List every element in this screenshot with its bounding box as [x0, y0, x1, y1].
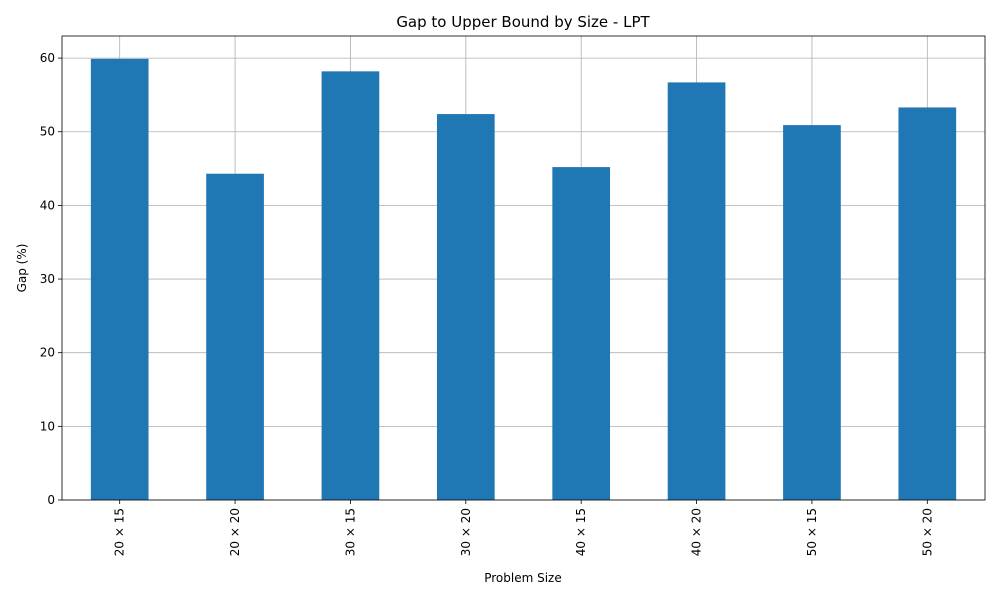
- bar: [898, 107, 957, 500]
- y-axis-label: Gap (%): [15, 244, 29, 293]
- x-tick-label: 40 × 15: [574, 508, 588, 556]
- x-axis-ticks: 20 × 15 20 × 20 30 × 15 30 × 20 40 × 15 40 × …: [113, 500, 934, 556]
- x-tick-label: 50 × 15: [805, 508, 819, 556]
- y-tick-label: 40: [40, 198, 55, 212]
- plot-frame: [61, 35, 986, 501]
- bar: [321, 71, 380, 500]
- x-axis-label: Problem Size: [484, 571, 562, 585]
- y-axis-ticks: 0 10 20 30 40 50 60: [40, 51, 62, 507]
- x-tick-label: 20 × 20: [228, 508, 242, 556]
- bar: [552, 167, 611, 500]
- y-tick-label: 60: [40, 51, 55, 65]
- x-tick-label: 50 × 20: [920, 508, 934, 556]
- chart-title: Gap to Upper Bound by Size - LPT: [396, 13, 650, 31]
- bar: [90, 58, 149, 500]
- y-tick-label: 0: [47, 493, 55, 507]
- bar: [206, 173, 264, 500]
- bar: [436, 114, 495, 501]
- y-tick-label: 20: [40, 346, 55, 360]
- grid-lines: [62, 36, 985, 501]
- bar: [667, 82, 726, 501]
- x-tick-label: 40 × 20: [690, 508, 704, 556]
- x-tick-label: 30 × 15: [343, 508, 357, 556]
- y-tick-label: 10: [40, 419, 55, 433]
- x-tick-label: 20 × 15: [113, 508, 127, 556]
- x-tick-label: 30 × 20: [459, 508, 473, 556]
- bar: [783, 125, 841, 500]
- y-tick-label: 30: [40, 272, 55, 286]
- bars: [90, 58, 957, 501]
- y-tick-label: 50: [40, 125, 55, 139]
